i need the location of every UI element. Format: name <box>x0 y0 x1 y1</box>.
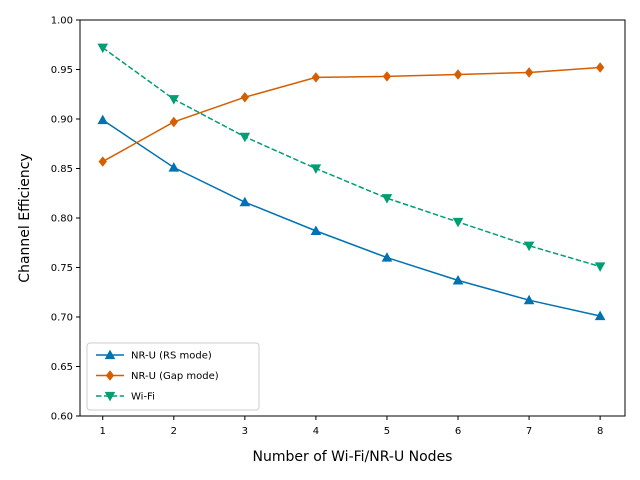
data-point <box>452 217 464 228</box>
x-tick-label: 3 <box>242 426 248 437</box>
data-point <box>382 71 392 82</box>
data-point <box>169 116 178 128</box>
y-tick-label: 0.65 <box>51 362 73 373</box>
data-point <box>240 91 250 103</box>
y-tick-label: 0.70 <box>51 313 73 324</box>
data-point <box>168 162 180 172</box>
x-axis-label: Number of Wi-Fi/NR-U Nodes <box>253 449 453 465</box>
series-line <box>102 47 601 268</box>
legend-label: NR-U (Gap mode) <box>131 371 219 382</box>
x-tick-label: 6 <box>455 426 461 437</box>
data-point <box>97 43 109 54</box>
y-axis-label: Channel Efficiency <box>17 153 33 282</box>
data-point <box>523 241 535 252</box>
data-point <box>594 262 606 272</box>
x-axis: 1 2 3 4 5 6 7 8 <box>100 416 603 437</box>
legend-item: NR-U (Gap mode) <box>96 370 219 382</box>
series-line <box>102 66 601 163</box>
x-tick-label: 7 <box>526 426 532 437</box>
legend-label: NR-U (RS mode) <box>131 351 212 362</box>
x-tick-label: 4 <box>313 426 319 437</box>
y-axis: 0.60 0.65 0.70 0.75 0.80 0.85 0.90 0.95 1.00 <box>51 16 80 423</box>
legend-marker <box>104 349 116 360</box>
x-tick-label: 5 <box>384 426 390 437</box>
series-2 <box>97 43 606 272</box>
data-point <box>97 114 109 125</box>
series-layer <box>97 43 606 321</box>
data-point <box>239 196 251 207</box>
data-point <box>310 225 322 235</box>
y-tick-label: 0.80 <box>51 214 73 225</box>
y-tick-label: 0.95 <box>51 65 73 76</box>
series-line <box>102 119 601 317</box>
y-tick-label: 1.00 <box>51 16 73 27</box>
x-tick-label: 1 <box>100 426 106 437</box>
data-point <box>310 164 322 174</box>
y-tick-label: 0.90 <box>51 115 73 126</box>
data-point <box>452 274 464 285</box>
y-tick-label: 0.75 <box>51 263 73 274</box>
data-point <box>595 62 605 73</box>
legend-label: Wi-Fi <box>131 392 155 403</box>
data-point <box>239 132 251 143</box>
series-0 <box>97 114 606 321</box>
data-point <box>168 95 180 105</box>
x-tick-label: 8 <box>597 426 603 437</box>
data-point <box>381 194 393 204</box>
legend-item: Wi-Fi <box>96 392 155 403</box>
data-point <box>453 69 463 80</box>
y-tick-label: 0.85 <box>51 164 73 175</box>
data-point <box>98 156 107 167</box>
series-1 <box>98 62 605 167</box>
legend-marker <box>104 391 116 402</box>
data-point <box>523 294 535 305</box>
data-point <box>594 310 606 321</box>
data-point <box>381 252 393 262</box>
x-tick-label: 2 <box>171 426 177 437</box>
legend-box <box>86 342 260 411</box>
data-point <box>311 72 321 83</box>
y-tick-label: 0.60 <box>51 412 73 423</box>
legend: NR-U (RS mode) NR-U (Gap mode) Wi-Fi <box>86 342 260 411</box>
legend-marker <box>105 370 115 381</box>
legend-item: NR-U (RS mode) <box>96 349 212 362</box>
data-point <box>524 67 534 78</box>
